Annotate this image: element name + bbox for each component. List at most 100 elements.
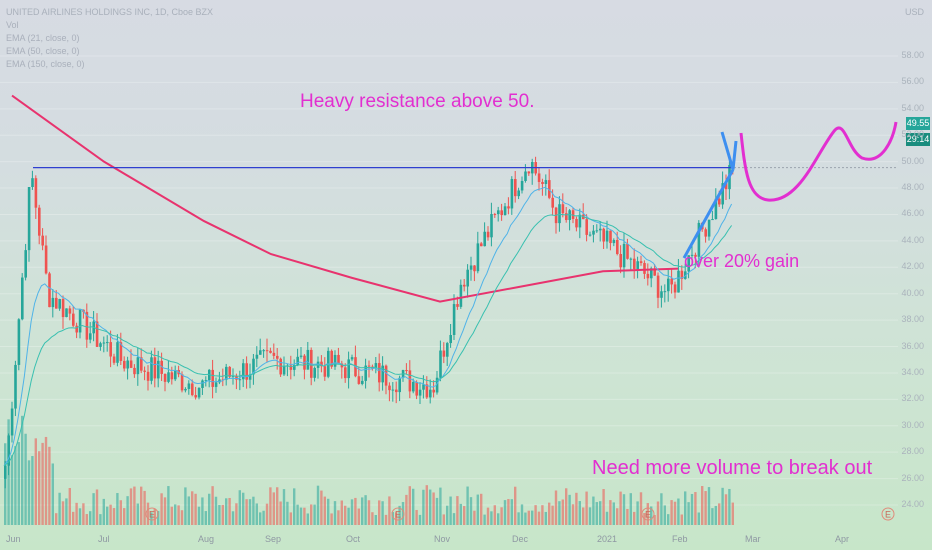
volume-bar [279,501,282,525]
volume-bar [442,514,445,525]
volume-bar [34,438,37,525]
candle [503,206,507,216]
x-tick-label: Dec [512,534,529,544]
volume-bar [99,514,102,525]
candle [599,228,602,231]
candle [78,309,82,333]
volume-bar [299,507,303,525]
volume-bar [72,511,75,525]
candle [201,380,204,388]
countdown-tag: 29:14 [906,133,930,146]
volume-bar [330,513,333,525]
candle [514,179,517,197]
candle [602,228,605,242]
volume-bar [425,485,428,525]
candle [153,357,157,379]
candle [622,243,626,268]
volume-bar [429,489,432,525]
candle [150,357,153,381]
volume-bar [320,490,323,525]
candle [38,207,41,236]
y-tick-label: 24.00 [901,499,924,509]
volume-bar [333,501,337,525]
volume-bar [95,489,99,525]
volume-bar [214,496,218,525]
volume-bar [235,503,238,525]
volume-bar [126,496,129,525]
volume-bar [323,496,326,525]
volume-bar [707,487,711,525]
volume-bar [143,490,146,525]
volume-bar [350,499,354,525]
candle [707,219,711,237]
volume-bar [367,500,371,525]
volume-bar [714,505,717,525]
volume-bar [653,514,656,525]
candle [27,187,31,251]
volume-bar [75,502,78,525]
volume-bar [510,499,513,525]
candle [493,214,497,216]
candle [643,263,646,274]
x-tick-label: 2021 [597,534,618,544]
volume-bar [483,514,486,525]
candle [282,366,286,375]
candle [133,367,136,375]
candle [384,365,388,386]
candle [194,395,197,398]
candle [459,284,463,307]
volume-bar [276,487,279,525]
y-tick-label: 36.00 [901,340,924,351]
y-tick-label: 56.00 [901,76,924,87]
candle [541,181,544,184]
volume-bar [177,505,180,525]
volume-bar [619,491,622,525]
volume-bar [622,494,626,525]
y-tick-label: 30.00 [901,419,924,430]
candle [425,384,429,398]
volume-bar [89,511,92,525]
volume-bar [160,493,163,525]
volume-bar [582,507,585,525]
volume-bar [422,489,425,525]
volume-bar [585,491,588,525]
y-tick-label: 46.00 [901,208,924,219]
volume-bar [650,506,653,525]
candle [405,370,408,372]
candle [374,363,378,369]
candle [320,361,323,367]
candle [558,204,561,224]
candle [170,372,174,380]
candle [629,258,633,260]
candle [646,273,650,279]
candle [289,365,293,370]
volume-bar [55,513,58,525]
volume-bar [303,507,306,525]
volume-bar [446,505,449,525]
candle [456,304,459,307]
candle [497,210,500,215]
candle [276,355,279,359]
candle [718,198,721,205]
candle [136,357,140,375]
candle [157,360,160,379]
volume-bar [218,504,221,525]
volume-bar [548,502,551,525]
candle [697,222,701,257]
candle [704,229,707,237]
volume-bar [395,512,398,525]
candle [714,198,718,220]
candle [265,350,269,352]
volume-bar [412,488,415,525]
ema21-line [3,186,733,466]
volume-bar [493,505,496,525]
candle [109,342,112,357]
candle [520,180,524,191]
volume-bar [415,509,418,525]
volume-bar [58,492,61,525]
volume-bar [180,510,184,525]
candle [480,243,483,247]
volume-bar [228,497,231,525]
